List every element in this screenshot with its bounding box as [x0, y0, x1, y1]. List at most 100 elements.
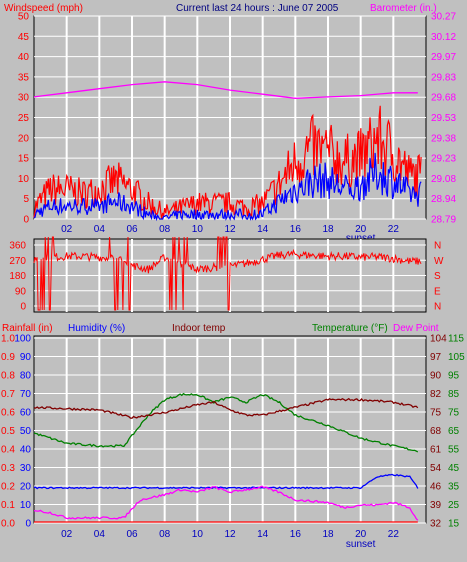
direction-compass-label: N	[434, 302, 441, 313]
hour-tick-label: 18	[322, 224, 334, 235]
humidity-tick-label: 40	[20, 445, 32, 456]
temp-outer-tick-label: 115	[448, 334, 464, 345]
temp-outer-tick-label: 45	[448, 463, 460, 474]
humidity-tick-label: 90	[20, 352, 32, 363]
rainfall-tick-label: 0.9	[1, 352, 15, 363]
humidity-tick-label: 30	[20, 463, 32, 474]
hour-tick-label: 08	[159, 529, 171, 540]
windspeed-tick-label: 50	[18, 12, 30, 23]
barometer-tick-label: 30.27	[431, 12, 456, 23]
hour-tick-label: 02	[61, 529, 73, 540]
temperature-panel-ticks: 0.0 0 32 15 0.1 10 39 25 0.2 20 46 35 0.3 30 54 45 0.4 40…	[1, 334, 465, 551]
humidity-tick-label: 50	[20, 426, 32, 437]
hour-tick-label: 10	[192, 224, 204, 235]
windspeed-tick-label: 15	[18, 154, 30, 165]
hour-tick-label: 20	[355, 224, 367, 235]
rainfall-tick-label: 0.3	[1, 463, 15, 474]
humidity-tick-label: 20	[20, 482, 32, 493]
windspeed-tick-label: 40	[18, 52, 30, 63]
wind-panel-series	[33, 81, 422, 222]
barometer-tick-label: 30.12	[431, 32, 456, 43]
hour-tick-label: 04	[94, 224, 106, 235]
hour-tick-label: 04	[94, 529, 106, 540]
windspeed-axis-title: Windspeed (mph)	[4, 3, 83, 14]
hour-tick-label: 12	[224, 224, 236, 235]
rainfall-tick-label: 0.0	[1, 519, 15, 530]
temp-inner-tick-label: 75	[430, 408, 442, 419]
rainfall-tick-label: 0.4	[1, 445, 15, 456]
humidity-axis-title: Humidity (%)	[68, 323, 125, 334]
windspeed-tick-label: 20	[18, 133, 30, 144]
hour-tick-label: 14	[257, 529, 269, 540]
direction-compass-label: S	[434, 271, 441, 282]
temperature-axis-title: Temperature (°F)	[312, 323, 388, 334]
dewpoint-legend: Dew Point	[393, 323, 439, 334]
humidity-tick-label: 60	[20, 408, 32, 419]
humidity-tick-label: 80	[20, 371, 32, 382]
temp-inner-tick-label: 82	[430, 389, 442, 400]
temp-inner-tick-label: 68	[430, 426, 442, 437]
windspeed-tick-label: 5	[23, 194, 29, 205]
chart-title: Current last 24 hours : June 07 2005	[176, 3, 339, 14]
wind-panel-ticks: 0 28.79 5 28.94 10 29.08 15 29.23 20 29.38 25 29.53…	[18, 12, 457, 245]
barometer-tick-label: 29.08	[431, 174, 456, 185]
hour-tick-label: 14	[257, 224, 269, 235]
temp-outer-tick-label: 55	[448, 445, 460, 456]
direction-degree-label: 0	[20, 302, 26, 313]
direction-panel-ticks: 360 N 270 W 180 S 90 E 0 N	[9, 241, 444, 313]
barometer-tick-label: 29.97	[431, 52, 456, 63]
dew-point-line	[33, 485, 419, 521]
temperature-panel-series	[33, 392, 419, 523]
barometer-line	[33, 81, 418, 99]
hour-tick-label: 02	[61, 224, 73, 235]
temp-outer-tick-label: 85	[448, 389, 460, 400]
barometer-tick-label: 29.83	[431, 72, 456, 83]
indoor-temp-line	[33, 397, 419, 419]
temp-outer-tick-label: 25	[448, 500, 460, 511]
wind-direction-line	[33, 236, 422, 311]
temperature-panel-grid	[34, 337, 426, 524]
direction-panel-series	[33, 236, 422, 311]
barometer-tick-label: 29.38	[431, 133, 456, 144]
hour-tick-label: 16	[290, 224, 302, 235]
temp-outer-tick-label: 75	[448, 408, 460, 419]
rainfall-axis-title: Rainfall (in)	[2, 323, 53, 334]
temp-outer-tick-label: 15	[448, 519, 460, 530]
hour-tick-label: 10	[192, 529, 204, 540]
direction-degree-label: 180	[9, 271, 26, 282]
direction-compass-label: E	[434, 286, 441, 297]
hour-tick-label: 06	[126, 529, 138, 540]
temp-outer-tick-label: 35	[448, 482, 460, 493]
temp-inner-tick-label: 54	[430, 463, 442, 474]
rainfall-tick-label: 0.7	[1, 389, 15, 400]
sunset-label: sunset	[346, 539, 376, 550]
barometer-tick-label: 29.23	[431, 154, 456, 165]
humidity-tick-label: 0	[25, 519, 31, 530]
barometer-axis-title: Barometer (in.)	[370, 3, 437, 14]
temp-outer-tick-label: 65	[448, 426, 460, 437]
rainfall-tick-label: 0.5	[1, 426, 15, 437]
rainfall-tick-label: 0.1	[1, 500, 15, 511]
direction-compass-label: W	[434, 256, 444, 267]
direction-degree-label: 270	[9, 256, 26, 267]
indoor-temp-legend: Indoor temp	[172, 323, 226, 334]
rainfall-tick-label: 0.8	[1, 371, 15, 382]
rainfall-tick-label: 0.2	[1, 482, 15, 493]
temperature-line	[33, 392, 419, 453]
hour-tick-label: 16	[290, 529, 302, 540]
humidity-tick-label: 10	[20, 500, 32, 511]
temp-inner-tick-label: 32	[430, 519, 442, 530]
hour-tick-label: 08	[159, 224, 171, 235]
temp-inner-tick-label: 90	[430, 371, 442, 382]
hour-tick-label: 20	[355, 529, 367, 540]
barometer-tick-label: 28.79	[431, 215, 456, 226]
windspeed-tick-label: 0	[23, 215, 29, 226]
temp-inner-tick-label: 97	[430, 352, 442, 363]
windspeed-tick-label: 25	[18, 113, 30, 124]
rainfall-tick-label: 1.0	[1, 334, 15, 345]
wind-panel-grid	[34, 15, 426, 220]
barometer-tick-label: 29.68	[431, 93, 456, 104]
windspeed-tick-label: 45	[18, 32, 30, 43]
